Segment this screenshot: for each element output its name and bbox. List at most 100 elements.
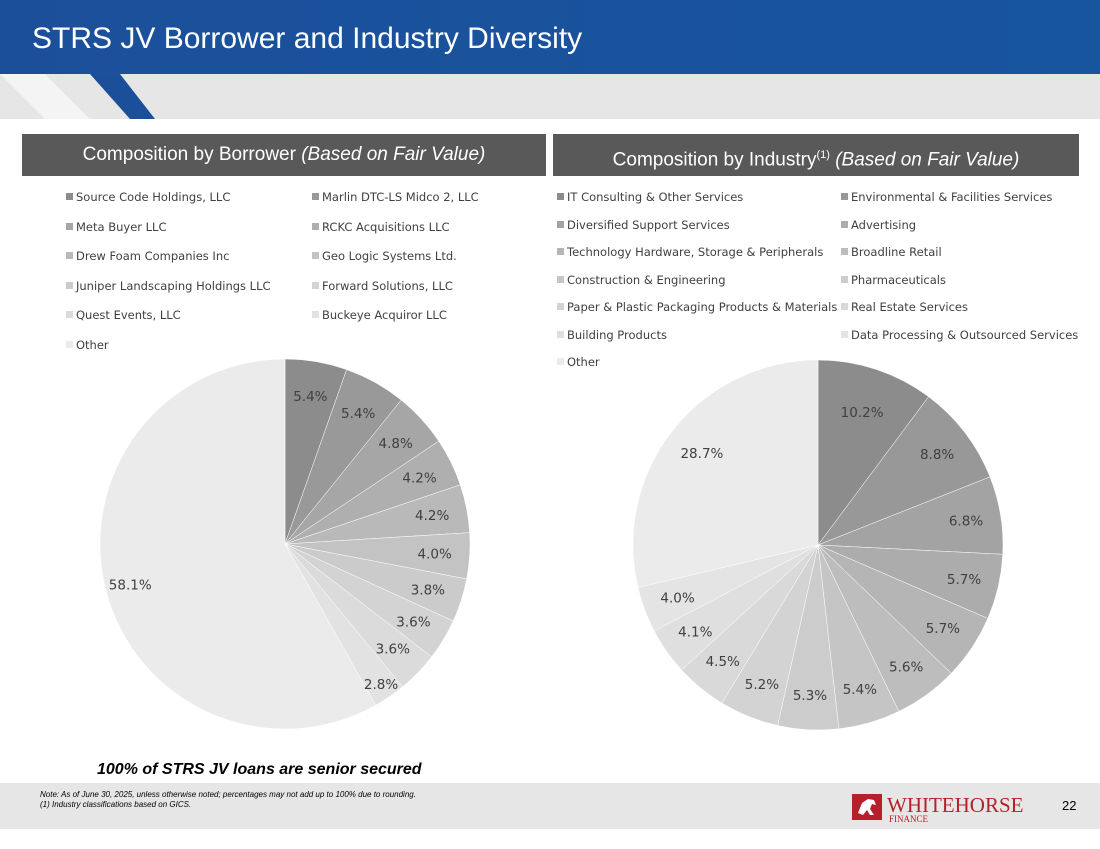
borrower-data-label: 5.4% <box>293 389 327 405</box>
borrower-data-label: 3.6% <box>396 614 430 630</box>
industry-data-label: 4.1% <box>678 624 712 640</box>
borrower-data-label: 3.8% <box>411 583 445 599</box>
footer-bar <box>0 783 1100 829</box>
borrower-data-label: 58.1% <box>109 578 152 594</box>
borrower-legend-label: Source Code Holdings, LLC <box>76 190 231 204</box>
page-number: 22 <box>1062 798 1077 813</box>
industry-legend-item: Construction & Engineering <box>557 273 726 287</box>
industry-legend: IT Consulting & Other Services Environmen… <box>557 190 1097 370</box>
industry-data-label: 4.5% <box>706 654 740 670</box>
borrower-legend-swatch <box>66 252 73 259</box>
industry-legend-swatch <box>841 220 848 228</box>
borrower-legend-swatch <box>312 222 319 230</box>
borrower-data-label: 4.0% <box>418 547 452 563</box>
borrower-legend-item: Geo Logic Systems Ltd. <box>312 249 457 263</box>
whitehorse-logo: WHITEHORSE FINANCE <box>852 791 1052 825</box>
borrower-legend-item: Marlin DTC-LS Midco 2, LLC <box>312 190 479 204</box>
logo-word: WHITEHORSE <box>887 793 1023 817</box>
borrower-legend-label: Meta Buyer LLC <box>76 219 167 234</box>
borrower-data-label: 4.2% <box>402 471 436 487</box>
header-bar <box>0 0 1100 80</box>
industry-data-label: 6.8% <box>949 514 983 530</box>
borrower-legend: Source Code Holdings, LLC Marlin DTC-LS M… <box>66 190 536 360</box>
industry-legend-label: Broadline Retail <box>851 245 942 259</box>
borrower-slice <box>99 358 377 730</box>
borrower-legend-item: Source Code Holdings, LLC <box>66 190 230 204</box>
borrower-legend-label: Drew Foam Companies Inc <box>76 249 230 263</box>
borrower-legend-label: RCKC Acquisitions LLC <box>322 219 450 234</box>
borrower-legend-label: Other <box>76 337 109 352</box>
industry-legend-label: Diversified Support Services <box>567 217 730 232</box>
industry-legend-swatch <box>557 193 564 200</box>
borrower-legend-label: Marlin DTC-LS Midco 2, LLC <box>322 190 479 204</box>
industry-data-label: 5.4% <box>843 682 877 698</box>
industry-legend-label: Real Estate Services <box>851 300 968 314</box>
borrower-legend-item: Other <box>66 338 109 352</box>
industry-legend-label: Construction & Engineering <box>567 272 726 287</box>
borrower-legend-item: Buckeye Acquiror LLC <box>312 308 447 322</box>
borrower-legend-label: Quest Events, LLC <box>76 308 181 322</box>
industry-slice <box>817 359 929 546</box>
borrower-legend-swatch <box>312 193 319 200</box>
borrower-data-label: 4.2% <box>415 508 449 524</box>
footnote: Note: As of June 30, 2025, unless otherw… <box>40 790 416 810</box>
industry-legend-label: IT Consulting & Other Services <box>567 190 744 204</box>
footnote-line-2: (1) Industry classifications based on GI… <box>40 800 192 809</box>
borrower-data-label: 5.4% <box>341 406 375 422</box>
borrower-title-italic: (Based on Fair Value) <box>301 144 486 165</box>
industry-title-italic: (Based on Fair Value) <box>829 149 1020 171</box>
industry-legend-item: Diversified Support Services <box>557 218 730 232</box>
senior-secured-note: 100% of STRS JV loans are senior secured <box>97 761 422 778</box>
borrower-legend-label: Juniper Landscaping Holdings LLC <box>76 278 271 293</box>
logo-sub: FINANCE <box>889 814 929 824</box>
borrower-legend-item: Quest Events, LLC <box>66 308 181 322</box>
industry-legend-swatch <box>841 330 848 338</box>
industry-legend-label: Pharmaceuticals <box>851 272 946 287</box>
borrower-legend-item: Meta Buyer LLC <box>66 220 167 234</box>
industry-data-label: 5.2% <box>745 677 779 693</box>
industry-data-label: 8.8% <box>920 447 954 463</box>
industry-legend-item: Data Processing & Outsourced Services <box>841 328 1078 342</box>
industry-legend-swatch <box>841 248 848 255</box>
industry-legend-swatch <box>557 275 564 283</box>
industry-data-label: 5.6% <box>889 659 923 675</box>
borrower-data-label: 2.8% <box>364 677 398 693</box>
industry-legend-item: IT Consulting & Other Services <box>557 190 743 204</box>
industry-data-label: 28.7% <box>680 446 723 462</box>
industry-legend-label: Building Products <box>567 327 667 342</box>
industry-slice <box>632 359 819 588</box>
industry-legend-item: Technology Hardware, Storage & Periphera… <box>557 245 823 259</box>
borrower-legend-item: RCKC Acquisitions LLC <box>312 220 450 234</box>
industry-legend-swatch <box>557 358 564 365</box>
industry-legend-swatch <box>841 193 848 200</box>
borrower-legend-item: Juniper Landscaping Holdings LLC <box>66 279 271 293</box>
industry-title-text: Composition by Industry <box>612 149 817 171</box>
borrower-legend-swatch <box>312 252 319 259</box>
borrower-pie-chart: 5.4%5.4%4.8%4.2%4.2%4.0%3.8%3.6%3.6%2.8%… <box>99 358 471 730</box>
footnote-line-1: Note: As of June 30, 2025, unless otherw… <box>40 790 416 799</box>
industry-legend-swatch <box>841 303 848 310</box>
industry-legend-swatch <box>557 248 564 255</box>
borrower-legend-label: Buckeye Acquiror LLC <box>322 308 447 322</box>
industry-data-label: 10.2% <box>841 405 884 421</box>
industry-legend-item: Environmental & Facilities Services <box>841 190 1052 204</box>
borrower-data-label: 4.8% <box>379 436 413 452</box>
page-title: STRS JV Borrower and Industry Diversity <box>32 22 583 55</box>
industry-legend-item: Pharmaceuticals <box>841 273 946 287</box>
industry-panel-title: Composition by Industry(1) (Based on Fai… <box>553 134 1079 176</box>
industry-slice <box>817 396 991 546</box>
borrower-legend-swatch <box>66 340 73 348</box>
header-decoration <box>0 74 155 119</box>
borrower-legend-label: Geo Logic Systems Ltd. <box>322 249 457 263</box>
borrower-title-text: Composition by Borrower <box>82 144 302 165</box>
industry-legend-item: Building Products <box>557 328 667 342</box>
industry-legend-item: Broadline Retail <box>841 245 942 259</box>
industry-data-label: 5.3% <box>793 688 827 704</box>
borrower-data-label: 3.6% <box>376 641 410 657</box>
industry-legend-item: Advertising <box>841 218 916 232</box>
industry-pie-chart: 10.2% 8.8% 6.8% 5.7% 5.7% 5.6% 5.4% 5.3% 5.2% 4.5… <box>632 359 1004 731</box>
header-strip <box>0 74 1100 119</box>
borrower-panel-title: Composition by Borrower (Based on Fair V… <box>22 134 546 176</box>
industry-legend-label: Data Processing & Outsourced Services <box>851 327 1079 342</box>
industry-legend-label: Environmental & Facilities Services <box>851 190 1053 204</box>
